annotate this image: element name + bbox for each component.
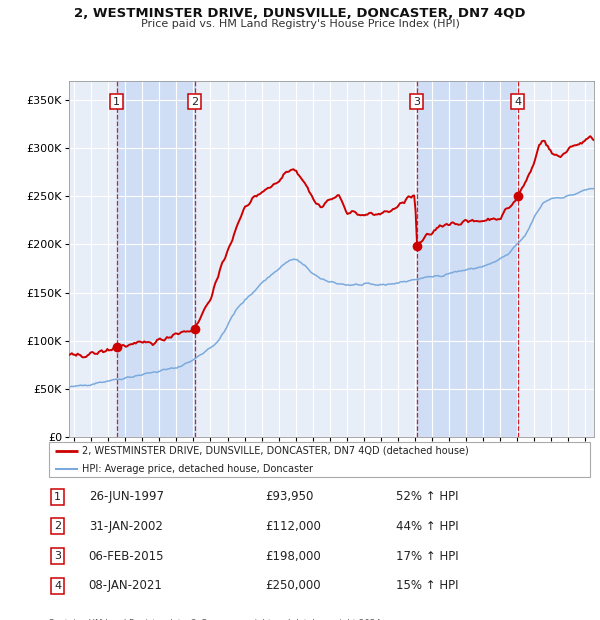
Text: 1: 1 <box>113 97 120 107</box>
Text: £198,000: £198,000 <box>265 550 321 562</box>
Text: 06-FEB-2015: 06-FEB-2015 <box>89 550 164 562</box>
Text: 2, WESTMINSTER DRIVE, DUNSVILLE, DONCASTER, DN7 4QD: 2, WESTMINSTER DRIVE, DUNSVILLE, DONCAST… <box>74 7 526 20</box>
Text: 4: 4 <box>514 97 521 107</box>
Text: 44% ↑ HPI: 44% ↑ HPI <box>395 520 458 533</box>
Text: Contains HM Land Registry data © Crown copyright and database right 2024.: Contains HM Land Registry data © Crown c… <box>48 619 383 620</box>
Text: Price paid vs. HM Land Registry's House Price Index (HPI): Price paid vs. HM Land Registry's House … <box>140 19 460 29</box>
Text: 31-JAN-2002: 31-JAN-2002 <box>89 520 163 533</box>
Text: 26-JUN-1997: 26-JUN-1997 <box>89 490 164 503</box>
Text: 3: 3 <box>413 97 420 107</box>
Text: £93,950: £93,950 <box>265 490 314 503</box>
Bar <box>417 81 518 437</box>
Text: £250,000: £250,000 <box>265 580 321 592</box>
Text: 52% ↑ HPI: 52% ↑ HPI <box>395 490 458 503</box>
Text: 2, WESTMINSTER DRIVE, DUNSVILLE, DONCASTER, DN7 4QD (detached house): 2, WESTMINSTER DRIVE, DUNSVILLE, DONCAST… <box>82 446 469 456</box>
Text: £112,000: £112,000 <box>265 520 321 533</box>
Text: 17% ↑ HPI: 17% ↑ HPI <box>395 550 458 562</box>
Text: 15% ↑ HPI: 15% ↑ HPI <box>395 580 458 592</box>
Text: 08-JAN-2021: 08-JAN-2021 <box>89 580 163 592</box>
Text: HPI: Average price, detached house, Doncaster: HPI: Average price, detached house, Donc… <box>82 464 313 474</box>
FancyBboxPatch shape <box>49 441 590 477</box>
Text: 3: 3 <box>54 551 61 561</box>
Bar <box>116 81 195 437</box>
Text: 2: 2 <box>191 97 199 107</box>
Text: 2: 2 <box>54 521 61 531</box>
Text: 4: 4 <box>54 581 61 591</box>
Text: 1: 1 <box>54 492 61 502</box>
